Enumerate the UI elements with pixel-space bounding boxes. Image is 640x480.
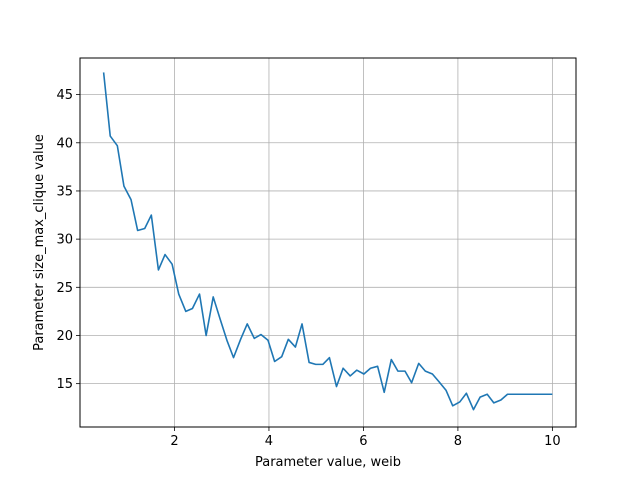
- x-tick-label: 4: [265, 434, 273, 449]
- x-tick-label: 10: [544, 434, 561, 449]
- series-layer: [102, 72, 553, 411]
- ticks: 2 4 6 8 10 15 20 25 30 35 40 45: [56, 88, 560, 449]
- y-axis-label: Parameter size_max_clique value: [32, 134, 47, 351]
- y-tick-label: 30: [56, 233, 73, 248]
- x-tick-label: 2: [170, 434, 178, 449]
- x-tick-label: 6: [359, 434, 367, 449]
- y-tick-label: 20: [56, 329, 73, 344]
- x-tick-label: 8: [454, 434, 462, 449]
- grid: [80, 58, 576, 427]
- x-axis-label: Parameter value, weib: [255, 455, 401, 470]
- series-line: [102, 72, 553, 411]
- y-tick-label: 40: [56, 136, 73, 151]
- y-tick-label: 15: [56, 377, 73, 392]
- plot-frame: [79, 57, 577, 428]
- y-tick-label: 45: [56, 88, 73, 103]
- y-tick-label: 25: [56, 281, 73, 296]
- y-tick-label: 35: [56, 184, 73, 199]
